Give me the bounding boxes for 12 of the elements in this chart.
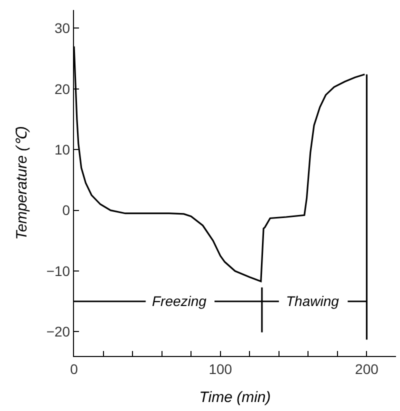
x-axis-title: Time (min) bbox=[199, 388, 271, 406]
y-axis-title: Temperature (℃) bbox=[14, 126, 31, 240]
annotation: Thawing bbox=[286, 293, 340, 309]
y-tick-label: 10 bbox=[54, 142, 70, 158]
y-tick-label: −20 bbox=[46, 324, 70, 340]
y-tick-label: −10 bbox=[46, 262, 70, 279]
y-tick-label: 30 bbox=[54, 20, 70, 36]
y-tick-label: 0 bbox=[62, 202, 70, 218]
annotation: Freezing bbox=[152, 293, 207, 309]
x-tick-label: 100 bbox=[208, 360, 232, 377]
y-tick-label: 20 bbox=[54, 80, 70, 97]
x-tick-label: 200 bbox=[355, 360, 379, 377]
